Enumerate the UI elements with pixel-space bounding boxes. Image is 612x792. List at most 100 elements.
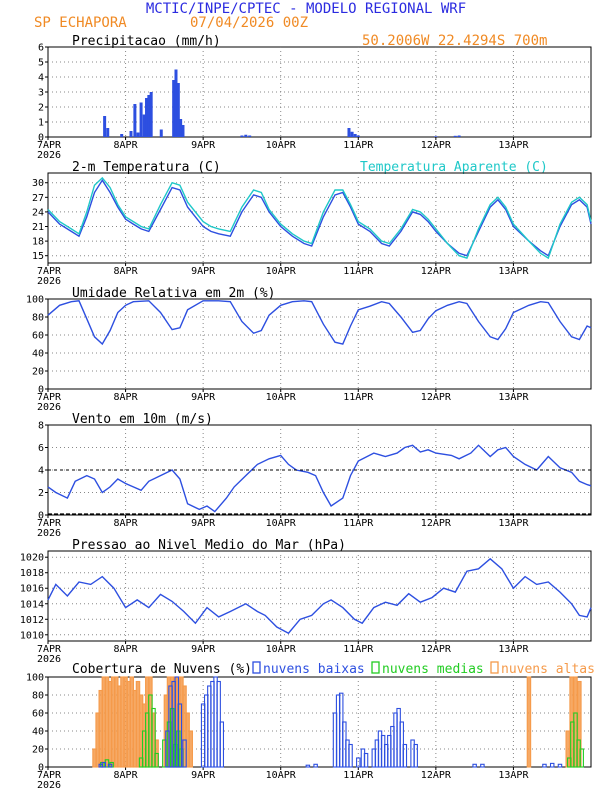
wind-ytick-label: 6: [38, 443, 44, 454]
temp-xtick-label: 12APR: [421, 266, 452, 277]
clouds-bar-blue: [542, 763, 547, 768]
pressure-title: Pressao ao Nivel Medio do Mar (hPa): [72, 538, 346, 553]
wind-ytick-label: 4: [38, 466, 44, 477]
temp-year-label: 2026: [37, 276, 61, 287]
rh-title: Umidade Relativa em 2m (%): [72, 286, 276, 301]
precip-year-label: 2026: [37, 150, 61, 161]
precip-bar: [136, 132, 140, 137]
wind-xtick-label: 12APR: [421, 518, 452, 529]
clouds-bar-blue: [313, 763, 318, 768]
precip-bar: [139, 102, 143, 137]
clouds-bar-blue: [305, 764, 311, 768]
temp-xtick-label: 13APR: [498, 266, 529, 277]
wind-xtick-label: 11APR: [343, 518, 374, 529]
header-location: SP ECHAPORA: [34, 15, 127, 31]
precip-xtick-label: 9APR: [191, 140, 216, 151]
pressure-ytick-label: 1014: [20, 599, 44, 610]
clouds-ytick-label: 80: [32, 691, 44, 702]
precip-bar: [181, 125, 185, 137]
legend-high-swatch: [490, 661, 499, 674]
rh-xtick-label: 8APR: [114, 392, 139, 403]
precip-xtick-label: 10APR: [266, 140, 297, 151]
rh-xtick-label: 10APR: [266, 392, 297, 403]
clouds-bar-blue: [472, 763, 477, 768]
pressure-ytick-label: 1012: [20, 615, 44, 626]
wind-xtick-label: 13APR: [498, 518, 529, 529]
temp-xtick-label: 7APR: [37, 266, 62, 277]
clouds-xtick-label: 9APR: [191, 770, 216, 781]
temp-line-blue: [47, 179, 592, 257]
precip-bar: [159, 129, 163, 137]
pressure-xtick-label: 13APR: [498, 644, 529, 655]
clouds-bar-orange: [188, 730, 193, 768]
temp-xtick-label: 8APR: [114, 266, 139, 277]
clouds-bar-blue: [177, 703, 183, 768]
precip-bar: [453, 135, 457, 137]
clouds-year-label: 2026: [37, 780, 61, 791]
clouds-bar-blue: [413, 743, 418, 768]
pressure-xtick-label: 12APR: [421, 644, 452, 655]
temp-frame: [47, 172, 592, 264]
wind-year-label: 2026: [37, 528, 61, 539]
legend-mid-swatch: [371, 661, 380, 674]
precip-bar: [347, 128, 351, 137]
rh-panel: 0 20 40 60 80 100 7APR 8APR 9APR 10APR 11APR 12APR 1…: [26, 295, 592, 413]
clouds-panel: 0 20 40 60 80 100 7APR 8APR 9APR 10APR 11APR 12APR 1…: [26, 673, 592, 791]
rh-ytick-label: 100: [26, 295, 44, 306]
clouds-ytick-label: 60: [32, 709, 44, 720]
legend-low-swatch: [252, 661, 261, 674]
temp-ytick-label: 21: [32, 222, 44, 233]
pressure-ytick-label: 1016: [20, 584, 44, 595]
rh-ytick-label: 80: [32, 313, 44, 324]
wind-ytick-label: 2: [38, 488, 44, 499]
header-agency: MCTIC/INPE/CPTEC - MODELO REGIONAL WRF: [146, 1, 466, 17]
wind-xtick-label: 10APR: [266, 518, 297, 529]
clouds-bar-blue: [101, 761, 107, 768]
precip-bar: [174, 69, 178, 137]
precip-bar: [248, 135, 252, 137]
pressure-xtick-label: 7APR: [37, 644, 62, 655]
temp-xtick-label: 11APR: [343, 266, 374, 277]
precip-bar: [120, 134, 124, 137]
header-coords: 50.2006W 22.4294S 700m: [362, 33, 547, 49]
clouds-bar-blue: [557, 763, 563, 768]
precip-ytick-label: 5: [38, 58, 44, 69]
temp-ytick-label: 24: [32, 207, 44, 218]
pressure-panel: 1010 1012 1014 1016 1018 1020 7APR 8APR 9APR 10AP…: [20, 550, 592, 665]
pressure-frame: [47, 550, 592, 642]
precip-xtick-label: 8APR: [114, 140, 139, 151]
clouds-ytick-label: 0: [38, 763, 44, 774]
legend-high-label: nuvens altas: [501, 662, 595, 677]
rh-ytick-label: 60: [32, 331, 44, 342]
precip-bar: [350, 131, 354, 137]
clouds-title: Cobertura de Nuvens (%): [72, 662, 252, 677]
clouds-bar-blue: [348, 743, 353, 768]
precip-bar: [353, 134, 357, 137]
precip-bar: [240, 135, 244, 137]
clouds-bar-blue: [107, 763, 113, 768]
pressure-xtick-label: 10APR: [266, 644, 297, 655]
temp-ytick-label: 27: [32, 193, 44, 204]
precip-xtick-label: 11APR: [343, 140, 374, 151]
clouds-bar-green: [151, 707, 156, 768]
temp-panel: 15 18 21 24 27 30 7APR 8APR 9APR 10APR 11APR 12APR 1…: [32, 172, 592, 287]
precip-bar: [106, 128, 110, 137]
rh-ytick-label: 40: [32, 349, 44, 360]
clouds-bar-blue: [480, 763, 485, 768]
rh-xtick-label: 7APR: [37, 392, 62, 403]
precip-bar: [356, 135, 360, 137]
rh-line-blue: [47, 300, 592, 346]
clouds-bar-blue: [549, 762, 555, 768]
pressure-ytick-label: 1010: [20, 630, 44, 641]
clouds-bar-orange: [526, 676, 532, 768]
precip-frame: [47, 46, 592, 138]
rh-ytick-label: 20: [32, 367, 44, 378]
clouds-frame: [47, 676, 592, 768]
precip-bar: [103, 116, 107, 137]
temp-line-cyan: [47, 176, 592, 260]
clouds-ytick-label: 40: [32, 727, 44, 738]
clouds-ytick-label: 100: [26, 673, 44, 684]
precip-bar: [129, 131, 133, 137]
pressure-line-blue: [47, 557, 592, 635]
